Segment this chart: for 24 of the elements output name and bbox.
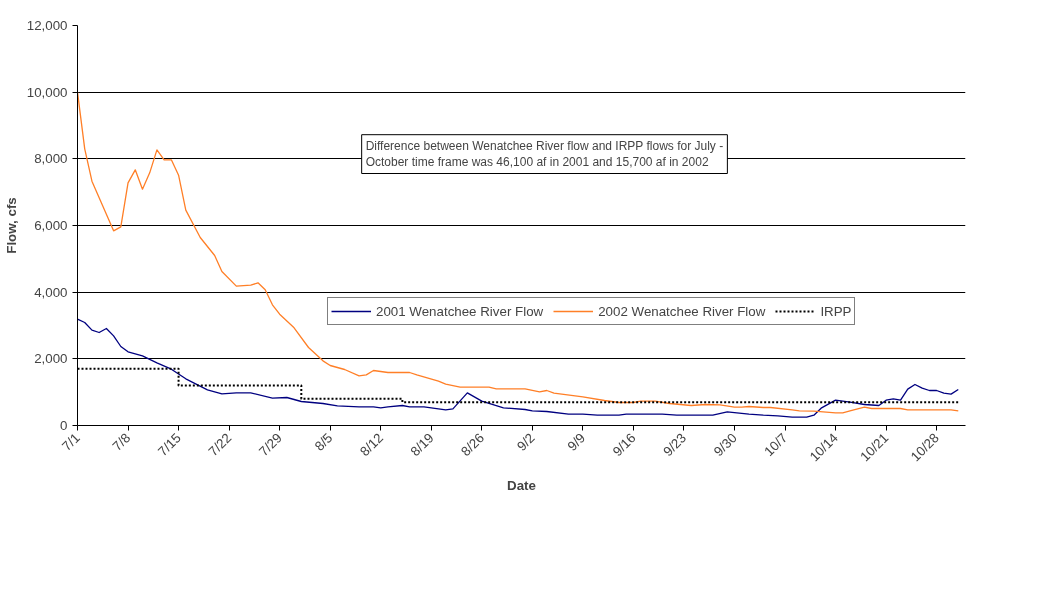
line-series [77, 318, 959, 418]
y-axis-title: Flow, cfs [3, 197, 19, 254]
x-tick-label: 7/8 [109, 430, 134, 454]
x-tick-label: 7/1 [59, 430, 83, 454]
y-tick-label: 6,000 [34, 218, 68, 233]
annotation: Difference between Wenatchee River flow and IRPP flows for July - October time frame was 46,100 af in 2001 and 15,700 af in 2002 [365, 138, 724, 170]
x-tick-label: 9/2 [513, 430, 538, 454]
y-tick-label: 10,000 [26, 84, 68, 100]
x-axis-title: Date [507, 477, 536, 493]
x-tick-label: 7/15 [154, 430, 184, 460]
legend-label: 2001 Wenatchee River Flow [376, 303, 544, 319]
y-tick-label: 12,000 [26, 18, 68, 33]
x-tick-label: 7/29 [256, 430, 285, 460]
x-tick-label: 8/5 [311, 430, 336, 454]
x-tick-label: 9/30 [710, 430, 740, 460]
y-tick-label: 8,000 [34, 151, 68, 167]
x-tick-label: 8/19 [407, 430, 437, 460]
x-tick-label: 9/9 [564, 430, 589, 454]
y-tick-label: 2,000 [34, 351, 68, 367]
legend-label: IRPP [820, 303, 852, 319]
legend-label: 2002 Wenatchee River Flow [598, 303, 766, 319]
y-tick-label: 4,000 [34, 284, 68, 300]
x-tick-label: 7/22 [205, 430, 235, 460]
y-tick-label: 0 [60, 418, 68, 433]
